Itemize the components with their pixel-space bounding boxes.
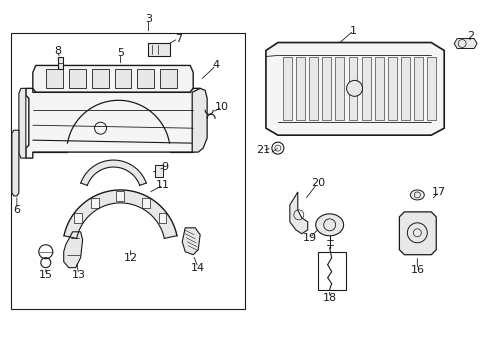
Bar — [317, 252, 345, 289]
Ellipse shape — [409, 190, 424, 200]
Bar — [400, 58, 409, 120]
Text: 4: 4 — [212, 60, 219, 71]
Bar — [142, 198, 150, 208]
Polygon shape — [114, 69, 131, 88]
Text: 6: 6 — [13, 205, 20, 215]
Bar — [295, 58, 305, 120]
Polygon shape — [137, 69, 154, 88]
Polygon shape — [81, 160, 146, 185]
Bar — [348, 58, 357, 120]
Bar — [155, 165, 163, 177]
Text: 13: 13 — [72, 270, 85, 280]
Polygon shape — [46, 69, 62, 88]
Text: 19: 19 — [302, 233, 316, 243]
Bar — [11, 32, 244, 310]
Polygon shape — [399, 212, 435, 255]
Text: 2: 2 — [467, 31, 474, 41]
Polygon shape — [26, 88, 200, 158]
Text: 16: 16 — [409, 265, 424, 275]
Circle shape — [346, 80, 362, 96]
Polygon shape — [64, 190, 177, 238]
Text: 10: 10 — [215, 102, 228, 112]
Bar — [158, 213, 166, 223]
Text: 20: 20 — [310, 178, 324, 188]
Text: 5: 5 — [117, 49, 124, 58]
Bar — [74, 213, 82, 223]
Bar — [308, 58, 317, 120]
Text: 11: 11 — [156, 180, 170, 190]
Text: 7: 7 — [174, 33, 182, 44]
Text: 21: 21 — [255, 145, 269, 155]
Polygon shape — [12, 130, 19, 196]
Bar — [148, 42, 170, 57]
Text: 15: 15 — [39, 270, 53, 280]
Bar — [335, 58, 344, 120]
Polygon shape — [453, 39, 476, 49]
Bar — [427, 58, 435, 120]
Text: 12: 12 — [123, 253, 137, 263]
Polygon shape — [19, 88, 26, 158]
Bar — [116, 192, 124, 201]
Text: 9: 9 — [162, 162, 168, 172]
Bar — [58, 58, 62, 69]
Polygon shape — [182, 228, 200, 255]
Polygon shape — [160, 69, 177, 88]
Bar — [387, 58, 396, 120]
Bar — [374, 58, 383, 120]
Polygon shape — [91, 69, 108, 88]
Bar — [413, 58, 422, 120]
Polygon shape — [265, 42, 443, 135]
Text: 18: 18 — [322, 293, 336, 302]
Bar — [322, 58, 330, 120]
Polygon shape — [63, 232, 82, 268]
Text: 3: 3 — [144, 14, 152, 24]
Polygon shape — [192, 88, 207, 152]
Polygon shape — [68, 69, 85, 88]
Bar — [282, 58, 291, 120]
Bar — [361, 58, 370, 120]
Ellipse shape — [315, 214, 343, 236]
Text: 17: 17 — [431, 187, 446, 197]
Text: 14: 14 — [191, 263, 205, 273]
Text: 8: 8 — [54, 45, 61, 55]
Polygon shape — [33, 66, 193, 92]
Polygon shape — [289, 192, 307, 234]
Bar — [91, 198, 99, 208]
Text: 1: 1 — [349, 26, 356, 36]
